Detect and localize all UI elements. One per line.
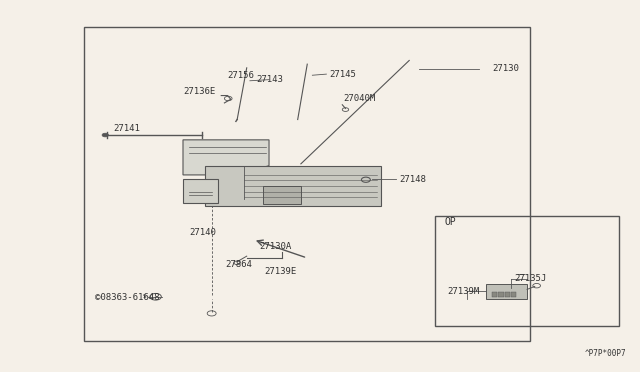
Text: 27141: 27141 (113, 124, 140, 133)
Text: ©08363-61648: ©08363-61648 (95, 294, 159, 302)
Text: 27135J: 27135J (515, 274, 547, 283)
Bar (505, 292, 510, 297)
Text: 27139E: 27139E (264, 267, 296, 276)
Bar (262, 186, 301, 205)
Text: S: S (143, 294, 147, 298)
Bar (511, 292, 516, 297)
Text: 27143: 27143 (256, 75, 283, 84)
Text: —: — (516, 270, 525, 280)
Text: 27864: 27864 (226, 260, 253, 269)
Text: 27130A: 27130A (259, 243, 292, 251)
Text: 27148: 27148 (399, 175, 426, 184)
Bar (486, 284, 527, 299)
Polygon shape (205, 166, 381, 206)
Circle shape (102, 133, 108, 137)
Text: 27145: 27145 (330, 70, 356, 78)
Text: 27040M: 27040M (344, 94, 376, 103)
Text: OP: OP (444, 217, 456, 227)
Bar (183, 179, 218, 203)
Text: 27140: 27140 (189, 228, 216, 237)
Bar (435, 215, 620, 326)
Text: 27136E: 27136E (183, 87, 215, 96)
Text: 27130: 27130 (492, 64, 519, 73)
Text: 27156: 27156 (228, 71, 255, 80)
Bar (84, 27, 531, 341)
Text: ^P7P*00P7: ^P7P*00P7 (584, 349, 626, 358)
Bar (499, 292, 504, 297)
Text: 27139M: 27139M (447, 287, 480, 296)
Polygon shape (183, 140, 269, 175)
Bar (492, 292, 497, 297)
